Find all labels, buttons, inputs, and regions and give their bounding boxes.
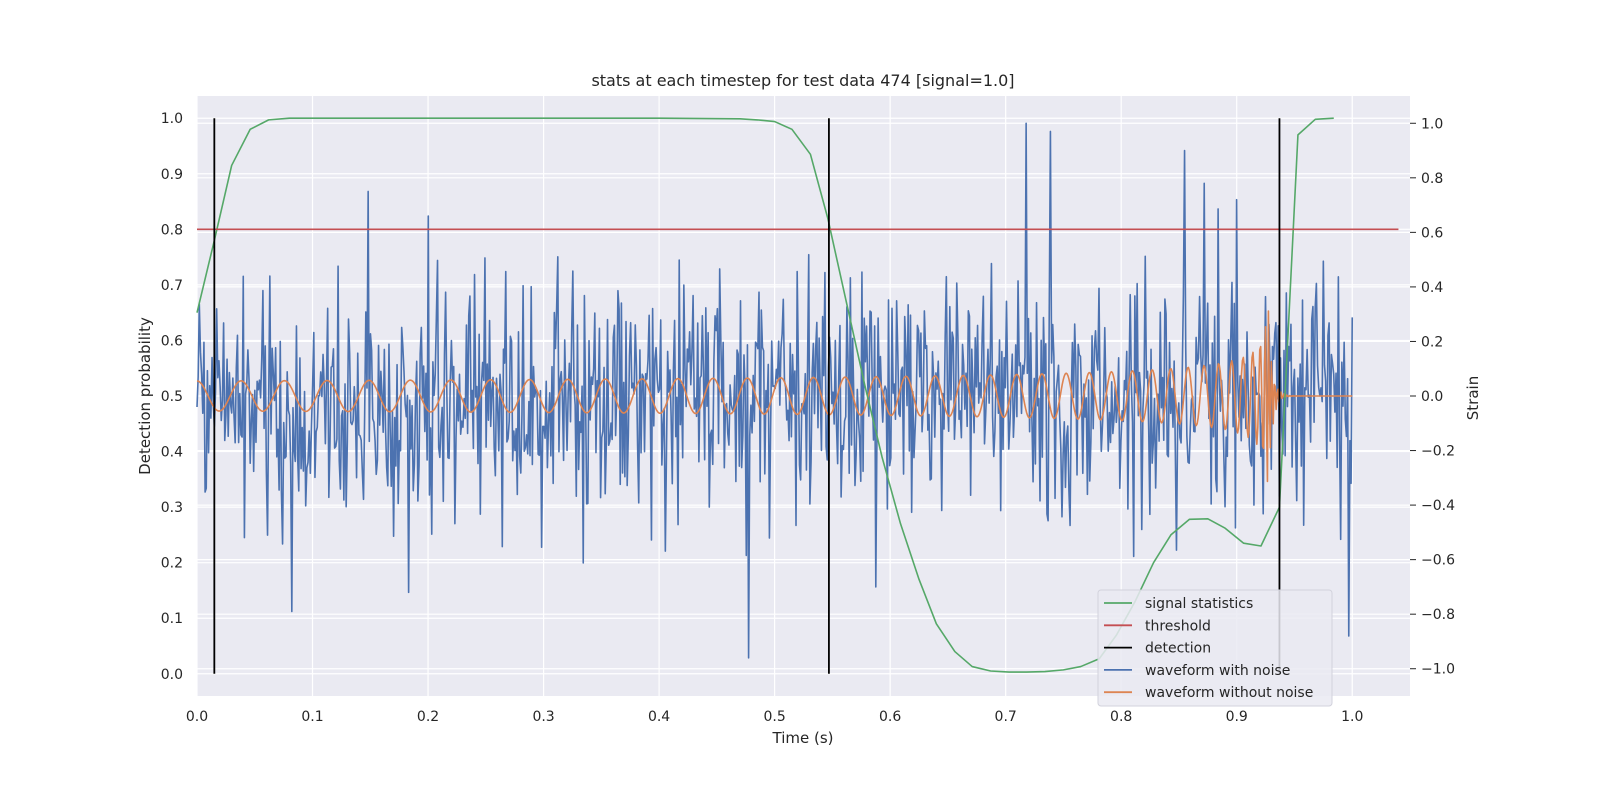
y-tick-label: 0.9 — [161, 167, 183, 183]
y-tick-label: 0.3 — [161, 500, 183, 516]
legend-label: signal statistics — [1145, 596, 1253, 612]
y2-tick-label: −0.2 — [1421, 444, 1455, 460]
signal-statistics-line — [196, 117, 1334, 673]
y2-tick-label: −0.6 — [1421, 553, 1455, 569]
y-tick-label: 0.6 — [161, 333, 183, 349]
x-tick-label: 0.2 — [417, 709, 439, 725]
y2-axis-label: Strain — [1464, 376, 1482, 420]
y2-axis-ticks: −1.0 −0.8 −0.6 −0.4 −0.2 0.0 0.2 0.4 0.6 0.8 1.0 — [1410, 116, 1455, 678]
x-tick-label: 0.4 — [648, 709, 670, 725]
y2-tick-label: 0.0 — [1421, 389, 1443, 405]
x-axis-label: Time (s) — [772, 729, 834, 747]
y2-tick-label: −1.0 — [1421, 662, 1455, 678]
y-tick-label: 0.8 — [161, 222, 183, 238]
y-axis-ticks: 0.0 0.1 0.2 0.3 0.4 0.5 0.6 0.7 0.8 0.9 1.0 — [161, 111, 183, 683]
legend-label: waveform without noise — [1145, 685, 1313, 701]
legend-label: threshold — [1145, 618, 1211, 634]
x-tick-label: 0.0 — [186, 709, 208, 725]
y2-tick-label: −0.4 — [1421, 498, 1455, 514]
y-tick-label: 0.5 — [161, 389, 183, 405]
y2-tick-label: 0.8 — [1421, 171, 1443, 187]
x-tick-label: 0.3 — [532, 709, 554, 725]
x-tick-label: 0.7 — [995, 709, 1017, 725]
y2-tick-label: 0.6 — [1421, 225, 1443, 241]
x-tick-label: 0.5 — [763, 709, 785, 725]
waveform-without-noise-line — [196, 310, 1353, 483]
y-tick-label: 1.0 — [161, 111, 183, 127]
y-tick-label: 0.4 — [161, 445, 183, 461]
legend-label: detection — [1145, 641, 1211, 657]
x-tick-label: 0.6 — [879, 709, 901, 725]
x-axis-ticks: 0.0 0.1 0.2 0.3 0.4 0.5 0.6 0.7 0.8 0.9 1.0 — [186, 709, 1364, 725]
y-tick-label: 0.2 — [161, 556, 183, 572]
legend: signal statistics threshold detection wavef… — [1097, 589, 1333, 707]
x-tick-label: 0.1 — [301, 709, 323, 725]
y2-tick-label: 0.4 — [1421, 280, 1443, 296]
chart-title: stats at each timestep for test data 474… — [591, 71, 1014, 90]
legend-label: waveform with noise — [1145, 663, 1290, 679]
y2-tick-label: −0.8 — [1421, 607, 1455, 623]
x-tick-label: 0.8 — [1110, 709, 1132, 725]
y-tick-label: 0.7 — [161, 278, 183, 294]
y2-tick-label: 0.2 — [1421, 334, 1443, 350]
x-tick-label: 0.9 — [1226, 709, 1248, 725]
y-axis-label: Detection probability — [136, 317, 154, 475]
y-tick-label: 0.1 — [161, 611, 183, 627]
y2-tick-label: 1.0 — [1421, 116, 1443, 132]
legend-box — [1097, 589, 1333, 707]
series-layer — [196, 117, 1399, 674]
y-tick-label: 0.0 — [161, 667, 183, 683]
x-tick-label: 1.0 — [1341, 709, 1363, 725]
